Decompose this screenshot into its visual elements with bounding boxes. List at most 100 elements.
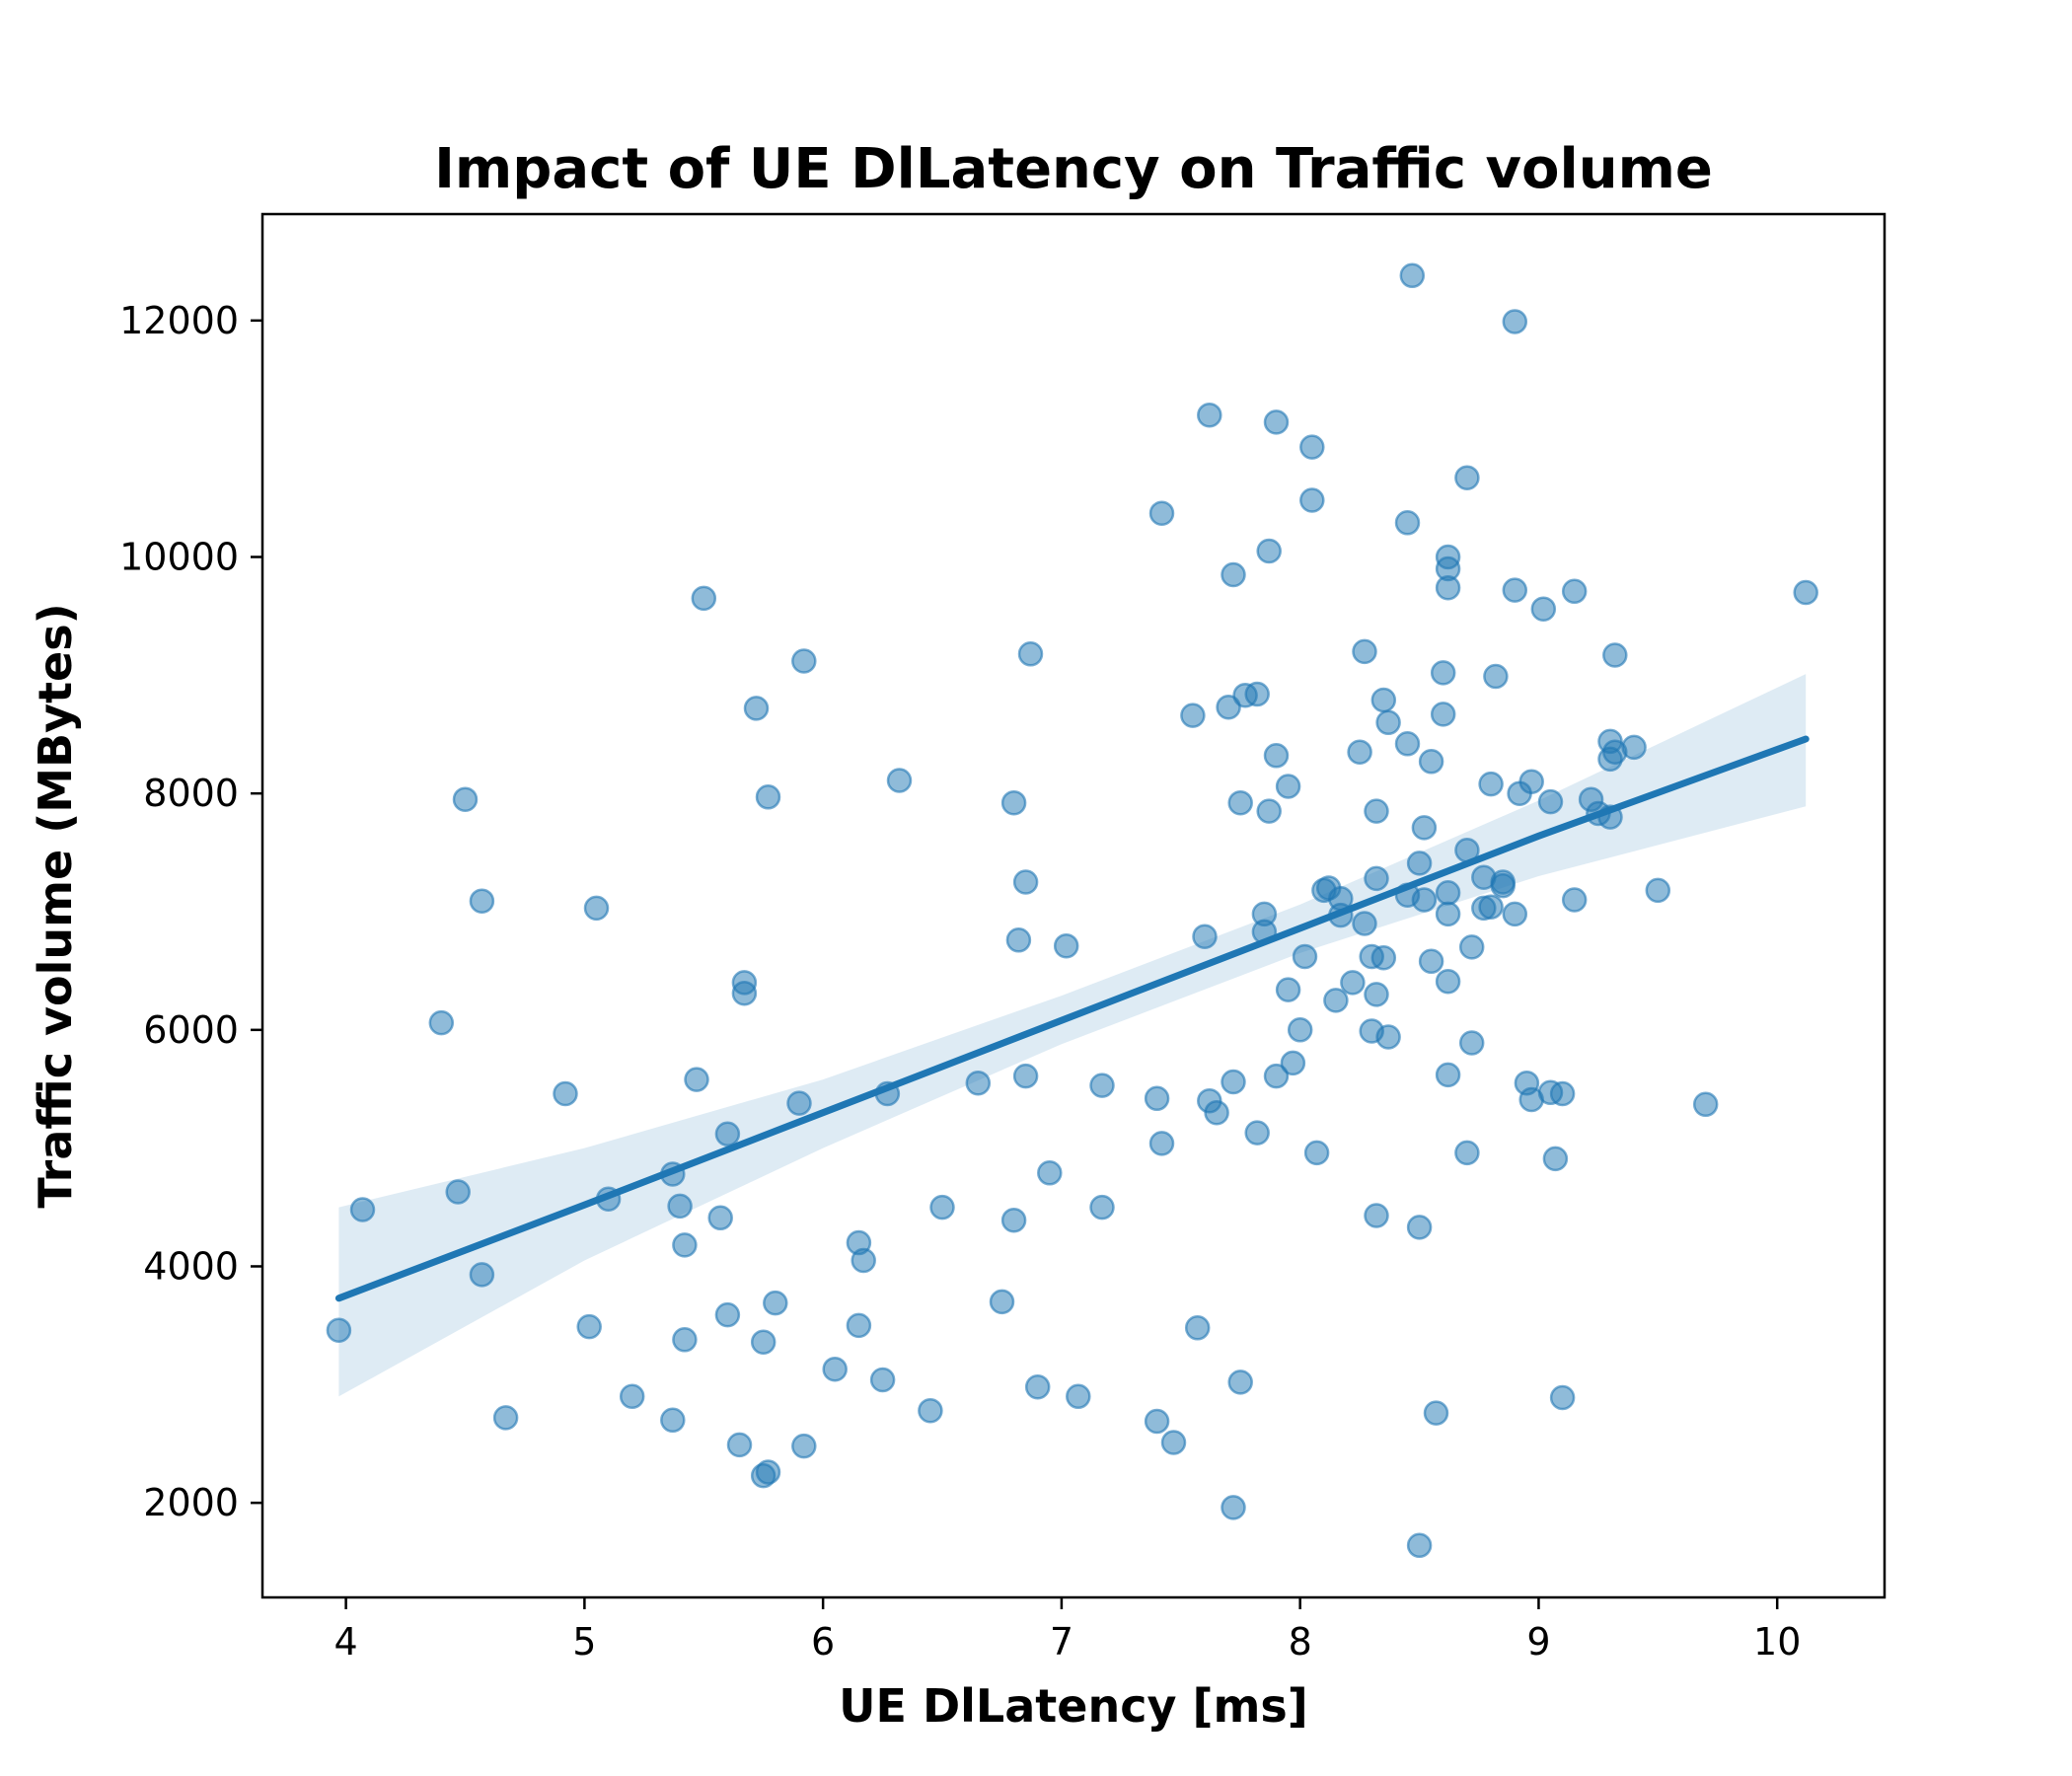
- scatter-point: [750, 1329, 777, 1355]
- scatter-point: [1256, 798, 1282, 824]
- scatter-point: [428, 1009, 455, 1036]
- scatter-point: [576, 1313, 602, 1340]
- scatter-point: [1411, 815, 1438, 841]
- scatter-point: [1263, 1063, 1290, 1089]
- scatter-point: [1216, 694, 1241, 720]
- scatter-point: [1089, 1194, 1115, 1221]
- confidence-band-layer: [338, 674, 1807, 1397]
- scatter-point: [1066, 1383, 1091, 1410]
- scatter-point: [1012, 1063, 1039, 1089]
- scatter-point: [1299, 434, 1325, 460]
- y-tick-label: 12000: [119, 299, 239, 342]
- scatter-point: [886, 768, 913, 793]
- scatter-point: [1197, 402, 1222, 428]
- x-tick-label: 4: [334, 1620, 358, 1664]
- x-tick-label: 7: [1050, 1620, 1073, 1664]
- scatter-point: [1352, 638, 1377, 665]
- scatter-point: [1549, 1384, 1576, 1411]
- scatter-point: [726, 1432, 753, 1458]
- scatter-point: [989, 1289, 1015, 1315]
- scatter-point: [1148, 1131, 1175, 1156]
- scatter-point: [660, 1407, 686, 1434]
- scatter-point: [1454, 465, 1480, 490]
- scatter-point: [1160, 1430, 1187, 1455]
- scatter-point: [1227, 1369, 1253, 1395]
- scatter-point: [743, 696, 770, 721]
- scatter-point: [1017, 641, 1044, 667]
- scatter-point: [1037, 1160, 1063, 1186]
- scatter-point: [553, 1080, 578, 1107]
- scatter-point: [1089, 1073, 1115, 1098]
- scatter-point: [349, 1197, 376, 1222]
- scatter-point: [1602, 642, 1628, 668]
- scatter-point: [1275, 774, 1301, 799]
- scatter-point: [1221, 561, 1246, 588]
- scatter-point: [1478, 894, 1504, 920]
- x-axis-label: UE DlLatency [ms]: [839, 1679, 1308, 1733]
- x-tick-label: 8: [1289, 1620, 1312, 1664]
- scatter-point: [583, 895, 610, 922]
- scatter-point: [1303, 1140, 1330, 1166]
- scatter-point: [1458, 1030, 1485, 1056]
- scatter-point: [1430, 660, 1456, 686]
- scatter-point: [755, 1459, 781, 1485]
- scatter-point: [791, 1433, 817, 1459]
- scatter-point: [1793, 579, 1818, 606]
- scatter-point: [1184, 1315, 1211, 1341]
- scatter-point: [1406, 1532, 1433, 1559]
- scatter-point: [667, 1193, 693, 1220]
- scatter-point: [1490, 872, 1516, 899]
- scatter-point: [1364, 982, 1389, 1007]
- scatter-point: [1244, 1120, 1270, 1146]
- scatter-point: [714, 1121, 741, 1147]
- regression-line: [334, 735, 1810, 1302]
- scatter-point: [929, 1194, 955, 1221]
- scatter-point: [672, 1232, 698, 1258]
- x-tick-label: 5: [572, 1620, 596, 1664]
- scatter-point: [755, 784, 781, 810]
- scatter-point: [1148, 500, 1175, 526]
- scatter-point: [1323, 988, 1349, 1013]
- scatter-point: [1280, 1050, 1306, 1076]
- scatter-point: [1275, 977, 1301, 1002]
- scatter-point: [1394, 510, 1421, 536]
- scatter-point: [1411, 887, 1438, 913]
- scatter-point: [1352, 911, 1377, 936]
- scatter-point: [1221, 1069, 1246, 1095]
- scatter-point: [1406, 851, 1433, 876]
- scatter-point: [619, 1383, 645, 1410]
- scatter-point: [965, 1070, 992, 1096]
- scatter-point: [822, 1356, 848, 1382]
- scatter-point: [1537, 788, 1564, 815]
- scatter-point: [1204, 1099, 1229, 1126]
- scatter-point: [1221, 1495, 1246, 1520]
- scatter-point: [851, 1247, 876, 1274]
- scatter-point: [918, 1397, 943, 1424]
- scatter-point: [1645, 877, 1671, 904]
- scatter-point: [1256, 538, 1282, 564]
- scatter-point: [469, 1262, 495, 1288]
- scatter-point: [1364, 798, 1389, 824]
- scatter-point: [846, 1312, 872, 1339]
- scatter-point: [1692, 1091, 1719, 1118]
- scatter-point: [1364, 865, 1389, 892]
- scatter-point: [691, 585, 717, 612]
- scatter-point: [1561, 578, 1588, 605]
- x-tick-label: 6: [811, 1620, 835, 1664]
- scatter-point: [492, 1405, 519, 1431]
- scatter-point: [1053, 932, 1079, 959]
- scatter-point: [1375, 1024, 1401, 1050]
- scatter-point: [1530, 596, 1557, 622]
- scatter-point: [1483, 663, 1509, 690]
- scatter-point: [326, 1317, 352, 1343]
- y-axis-ticks: 2000 4000 6000 8000 10000 12000: [119, 299, 262, 1524]
- scatter-point: [786, 1090, 812, 1116]
- scatter-point: [1364, 1203, 1389, 1228]
- scatter-point: [1340, 970, 1366, 996]
- scatter-point: [1502, 901, 1528, 927]
- scatter-point: [1502, 577, 1528, 603]
- y-tick-label: 2000: [143, 1481, 239, 1524]
- scatter-point: [1000, 789, 1027, 816]
- regression-line-layer: [334, 735, 1810, 1302]
